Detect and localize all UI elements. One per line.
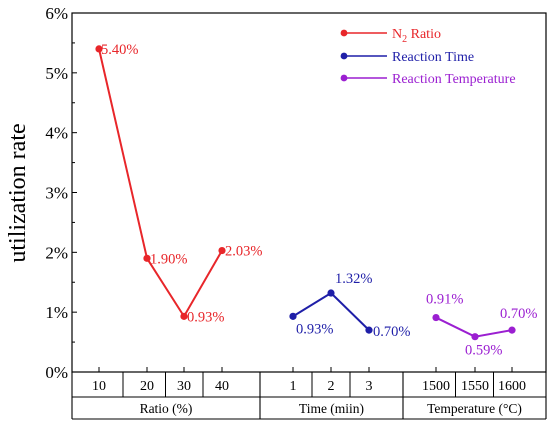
x-tick-label: 20 — [140, 379, 154, 394]
legend-label-reaction-temperature: Reaction Temperature — [392, 72, 516, 87]
x-tick-label: 30 — [177, 379, 191, 394]
data-label: 0.93% — [296, 321, 333, 337]
y-axis-label: utilization rate — [5, 123, 31, 262]
legend-marker-reaction-time — [340, 52, 348, 60]
series-reaction-temperature: 0.91% 0.59% 0.70% — [426, 292, 537, 359]
series-line — [98, 48, 223, 319]
data-point — [365, 326, 373, 334]
data-point — [508, 326, 516, 334]
y-tick-label: 4% — [45, 124, 68, 143]
data-label: 0.91% — [426, 292, 463, 308]
x-group-label: Time (miin) — [299, 401, 364, 416]
y-tick-label: 0% — [45, 363, 68, 382]
data-label: 0.70% — [500, 306, 537, 322]
data-label: 2.03% — [225, 244, 262, 260]
series-group: 5.40%1.90%0.93%2.03%0.93%1.32%0.70%0.91%… — [95, 42, 537, 359]
data-point — [180, 312, 188, 320]
x-tick-label: 1550 — [461, 379, 489, 394]
data-point — [471, 333, 479, 341]
legend-marker-n2-ratio — [340, 29, 348, 37]
x-group-axis: 1500 1550 1600 Temperature (°C) — [402, 367, 547, 420]
legend-label-reaction-time: Reaction Time — [392, 50, 474, 65]
x-tick-label: 2 — [328, 379, 335, 394]
data-label: 0.70% — [373, 324, 410, 340]
data-label: 5.40% — [101, 42, 138, 58]
legend: N2 Ratio Reaction Time Reaction Temperat… — [340, 27, 516, 87]
series-reaction-time: 0.93% 1.32% 0.70% — [289, 271, 410, 340]
data-point — [327, 289, 335, 297]
y-tick-label: 3% — [45, 184, 68, 203]
x-group-label: Temperature (°C) — [427, 401, 522, 416]
data-label: 1.90% — [150, 251, 187, 267]
x-tick-label: 1600 — [498, 379, 526, 394]
x-tick-label: 10 — [92, 379, 106, 394]
data-point — [432, 313, 440, 322]
y-axis-ticks: 0% 1% 2% 3% 4% 5% 6% — [45, 4, 77, 382]
x-group-label: Ratio (%) — [140, 401, 193, 416]
data-point — [218, 246, 226, 255]
y-tick-label: 1% — [45, 303, 68, 322]
legend-label-n2-ratio: N2 Ratio — [392, 27, 441, 45]
data-point — [95, 45, 103, 53]
plot-frame — [71, 12, 547, 373]
x-group-axis: 10 20 30 40 Ratio (%) — [71, 367, 260, 420]
data-label: 1.32% — [335, 271, 372, 287]
x-tick-label: 3 — [366, 379, 373, 394]
data-point — [143, 254, 151, 262]
legend-item-reaction-temperature: Reaction Temperature — [340, 72, 516, 87]
y-tick-label: 2% — [45, 243, 68, 262]
y-tick-label: 6% — [45, 4, 68, 23]
data-label: 0.59% — [465, 343, 502, 359]
legend-item-n2-ratio: N2 Ratio — [340, 27, 441, 45]
legend-marker-reaction-temperature — [340, 74, 348, 82]
x-tick-label: 1500 — [422, 379, 450, 394]
series-n2-ratio: 5.40% 1.90% 0.93% 2.03% — [95, 42, 262, 325]
data-point — [289, 312, 297, 320]
data-label: 0.93% — [187, 309, 224, 325]
x-tick-label: 40 — [215, 379, 229, 394]
plot-axes — [71, 12, 547, 373]
y-tick-label: 5% — [45, 64, 68, 83]
x-tick-label: 1 — [290, 379, 297, 394]
legend-item-reaction-time: Reaction Time — [340, 50, 474, 65]
